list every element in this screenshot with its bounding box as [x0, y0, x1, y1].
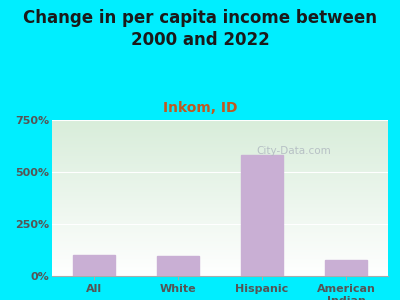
Bar	[241, 155, 283, 276]
Bar	[157, 256, 199, 276]
Bar	[325, 260, 367, 276]
Text: Inkom, ID: Inkom, ID	[163, 100, 237, 115]
Bar	[73, 255, 115, 276]
Text: City-Data.com: City-Data.com	[256, 146, 331, 156]
Text: Change in per capita income between
2000 and 2022: Change in per capita income between 2000…	[23, 9, 377, 49]
